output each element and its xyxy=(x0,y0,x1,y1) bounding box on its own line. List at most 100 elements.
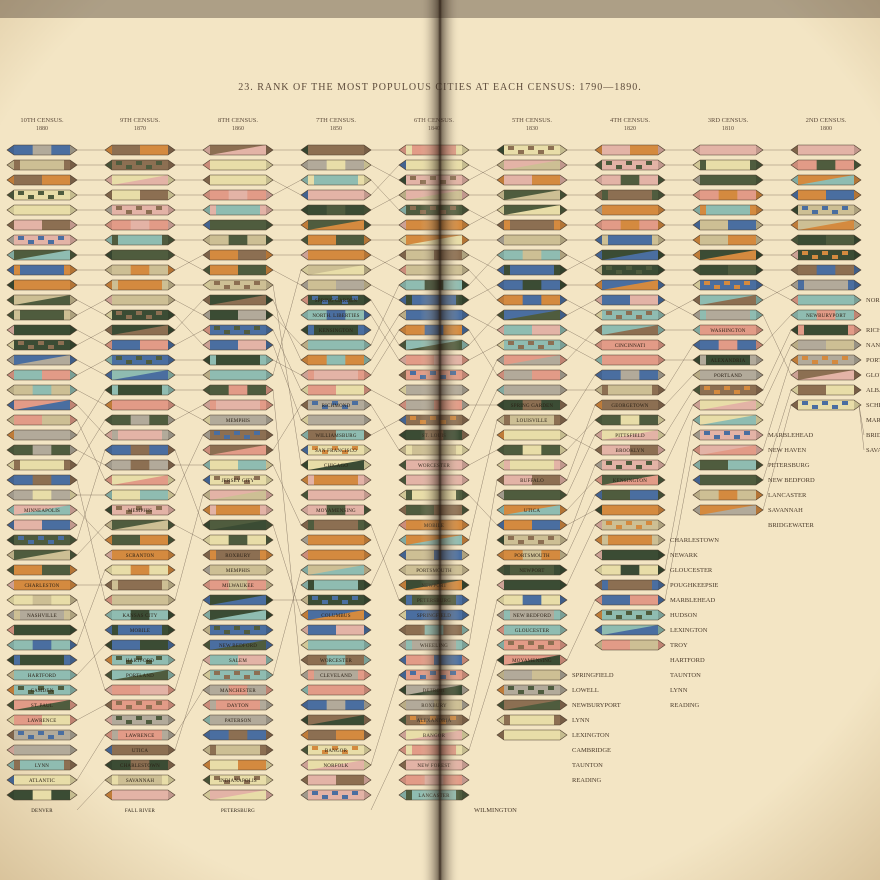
rank-token xyxy=(7,340,77,350)
token-label: MANCHESTER xyxy=(220,689,256,694)
rank-token xyxy=(791,205,861,215)
rank-token xyxy=(595,295,665,305)
rank-token xyxy=(301,160,371,170)
rank-token xyxy=(203,145,273,155)
rank-token xyxy=(7,385,77,395)
rank-token xyxy=(497,370,567,380)
rank-token xyxy=(693,385,763,395)
rank-token xyxy=(497,580,567,590)
token-label: RICHMOND xyxy=(322,404,351,409)
rank-token xyxy=(7,640,77,650)
rank-token xyxy=(301,265,371,275)
rank-token xyxy=(791,175,861,185)
rank-token xyxy=(301,175,371,185)
rank-token xyxy=(203,460,273,470)
rank-token xyxy=(301,715,371,725)
rank-token xyxy=(7,370,77,380)
edge-label: NANTUCKET xyxy=(866,342,880,349)
rank-token xyxy=(301,490,371,500)
rank-token xyxy=(301,280,371,290)
rank-token xyxy=(595,610,665,620)
token-label: CAMDEN xyxy=(31,689,54,694)
edge-label: LYNN xyxy=(572,717,590,724)
edge-label: NEW HAVEN xyxy=(768,447,807,454)
rank-token xyxy=(301,355,371,365)
rank-token xyxy=(203,400,273,410)
token-label: MEMPHIS xyxy=(226,419,250,424)
token-label: BROOKLYN xyxy=(616,449,645,454)
rank-token xyxy=(301,370,371,380)
rank-token xyxy=(301,250,371,260)
edge-label: NEWBURYPORT xyxy=(572,702,621,709)
edge-label: WILMINGTON xyxy=(474,807,517,814)
token-label: LOUISVILLE xyxy=(516,419,547,424)
rank-token xyxy=(105,235,175,245)
rank-token xyxy=(7,460,77,470)
rank-token xyxy=(203,610,273,620)
rank-token xyxy=(497,310,567,320)
token-label: SCRANTON xyxy=(126,554,155,559)
rank-token xyxy=(203,535,273,545)
token-label: UTICA xyxy=(132,749,148,754)
token-label: NEW BEDFORD xyxy=(513,614,551,619)
rank-token xyxy=(693,415,763,425)
token-label: PORTLAND xyxy=(126,674,154,679)
column-year: 1880 xyxy=(36,126,48,132)
token-label: NASHVILLE xyxy=(27,614,57,619)
token-label: NORTH. LIBERTIES xyxy=(312,314,359,319)
rank-token xyxy=(497,715,567,725)
rank-token xyxy=(7,355,77,365)
edge-label: BRIDGEWATER xyxy=(768,522,815,529)
column-year: 1850 xyxy=(330,126,342,132)
rank-token xyxy=(301,625,371,635)
token-label: NEWBURYPORT xyxy=(806,314,846,319)
rank-token xyxy=(7,520,77,530)
rank-token xyxy=(497,460,567,470)
rank-token xyxy=(7,295,77,305)
rank-token xyxy=(203,340,273,350)
rank-token xyxy=(693,175,763,185)
rank-token xyxy=(105,295,175,305)
rank-token xyxy=(595,280,665,290)
token-label: ROXBURY xyxy=(225,554,251,559)
rank-token xyxy=(105,790,175,800)
column-header: 8TH CENSUS. xyxy=(218,117,258,124)
rank-token xyxy=(595,265,665,275)
token-label: NEWPORT xyxy=(519,569,544,574)
rank-token xyxy=(791,235,861,245)
rank-token xyxy=(301,340,371,350)
rank-token xyxy=(693,460,763,470)
edge-label: TAUNTON xyxy=(572,762,603,769)
rank-token xyxy=(203,670,273,680)
rank-token xyxy=(595,175,665,185)
rank-token xyxy=(7,400,77,410)
edge-label: LEXINGTON xyxy=(572,732,610,739)
rank-token xyxy=(595,250,665,260)
token-label: KANSAS CITY xyxy=(122,614,157,619)
rank-token xyxy=(105,580,175,590)
rank-token xyxy=(203,265,273,275)
rank-token xyxy=(693,340,763,350)
rank-token xyxy=(203,745,273,755)
rank-token xyxy=(791,145,861,155)
rank-token xyxy=(301,685,371,695)
token-label: BANGOR xyxy=(325,749,348,754)
rank-token xyxy=(203,190,273,200)
token-label: WILLIAMSBURG xyxy=(315,434,356,439)
rank-token xyxy=(301,415,371,425)
rank-token xyxy=(301,145,371,155)
token-label: MEMPHIS xyxy=(226,569,250,574)
edge-label: MARBLEHEAD xyxy=(670,597,715,604)
token-label: PORTSMOUTH xyxy=(514,554,550,559)
rank-token xyxy=(791,295,861,305)
rank-token xyxy=(203,295,273,305)
rank-token xyxy=(301,205,371,215)
rank-token xyxy=(301,190,371,200)
rank-token xyxy=(105,250,175,260)
token-label: SAN FRANCISCO xyxy=(315,449,357,454)
rank-token xyxy=(105,430,175,440)
token-label: UTICA xyxy=(524,509,540,514)
rank-token xyxy=(497,250,567,260)
rank-token xyxy=(301,220,371,230)
rank-token xyxy=(595,220,665,230)
